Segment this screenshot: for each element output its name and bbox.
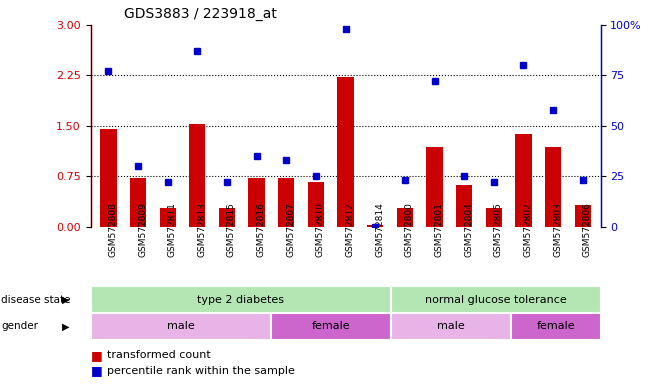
Text: female: female <box>311 321 350 331</box>
Text: type 2 diabetes: type 2 diabetes <box>197 295 284 305</box>
Text: GSM572816: GSM572816 <box>256 202 266 257</box>
Text: GSM572809: GSM572809 <box>138 202 147 257</box>
Text: ▶: ▶ <box>62 321 69 331</box>
Bar <box>486 208 502 227</box>
Text: GSM572804: GSM572804 <box>464 202 473 257</box>
Text: GSM572801: GSM572801 <box>435 202 444 257</box>
Text: GSM572813: GSM572813 <box>197 202 206 257</box>
Bar <box>545 147 561 227</box>
Text: male: male <box>437 321 464 331</box>
Text: GSM572800: GSM572800 <box>405 202 414 257</box>
Text: GSM572803: GSM572803 <box>553 202 562 257</box>
Text: GSM572812: GSM572812 <box>346 202 354 257</box>
Bar <box>189 124 205 227</box>
Text: male: male <box>166 321 195 331</box>
Text: GSM572814: GSM572814 <box>375 202 384 257</box>
Bar <box>100 129 117 227</box>
Text: ■: ■ <box>91 364 103 377</box>
Bar <box>426 147 443 227</box>
Text: GSM572810: GSM572810 <box>316 202 325 257</box>
Bar <box>91 313 270 340</box>
Bar <box>278 178 295 227</box>
Bar <box>338 78 354 227</box>
Text: GSM572805: GSM572805 <box>494 202 503 257</box>
Text: ▶: ▶ <box>62 295 69 305</box>
Text: normal glucose tolerance: normal glucose tolerance <box>425 295 566 305</box>
Bar <box>397 208 413 227</box>
Text: GSM572815: GSM572815 <box>227 202 236 257</box>
Bar <box>91 286 391 313</box>
Text: GSM572808: GSM572808 <box>109 202 117 257</box>
Text: gender: gender <box>1 321 38 331</box>
Bar <box>130 178 146 227</box>
Bar <box>270 313 391 340</box>
Text: female: female <box>536 321 575 331</box>
Bar <box>515 134 531 227</box>
Bar <box>219 208 235 227</box>
Text: ■: ■ <box>91 349 103 362</box>
Text: GSM572811: GSM572811 <box>168 202 176 257</box>
Text: GSM572807: GSM572807 <box>287 202 295 257</box>
Bar <box>511 313 601 340</box>
Text: percentile rank within the sample: percentile rank within the sample <box>107 366 295 376</box>
Bar <box>456 185 472 227</box>
Bar <box>308 182 324 227</box>
Text: GDS3883 / 223918_at: GDS3883 / 223918_at <box>124 7 277 21</box>
Text: transformed count: transformed count <box>107 350 211 360</box>
Text: GSM572802: GSM572802 <box>523 202 533 257</box>
Bar <box>367 225 383 227</box>
Bar <box>160 208 176 227</box>
Text: disease state: disease state <box>1 295 71 305</box>
Text: GSM572806: GSM572806 <box>582 202 592 257</box>
Bar <box>574 205 591 227</box>
Bar <box>391 313 511 340</box>
Bar <box>248 178 265 227</box>
Bar <box>391 286 601 313</box>
